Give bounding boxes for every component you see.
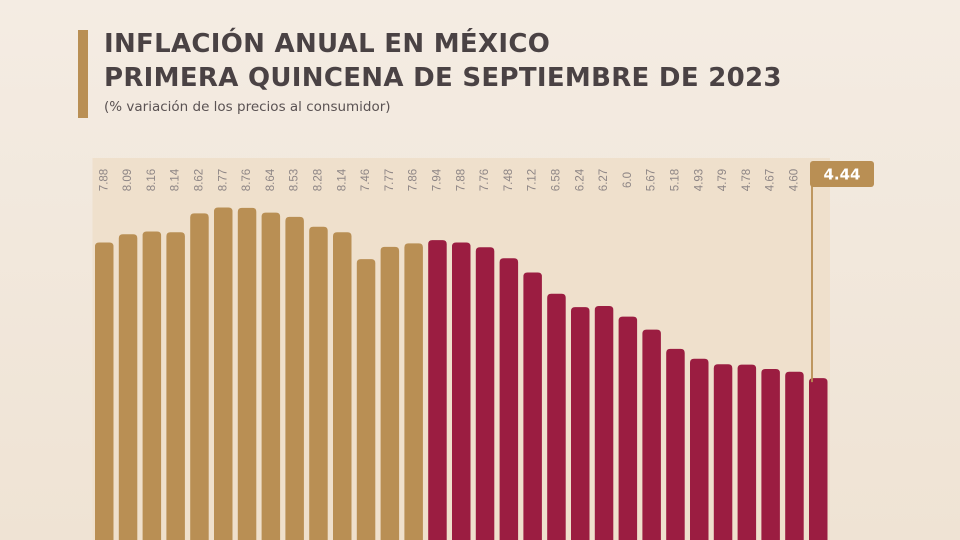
bar-value-label-20: 6.58 xyxy=(550,169,562,191)
bar-31 xyxy=(809,378,828,540)
bar-value-label-10: 8.28 xyxy=(312,169,324,191)
bar-16 xyxy=(452,242,471,540)
bar-18 xyxy=(499,258,519,540)
bar-value-label-29: 4.67 xyxy=(765,169,777,191)
bar-value-label-14: 7.86 xyxy=(408,169,420,191)
bar-17 xyxy=(475,247,495,540)
bar-value-label-22: 6.27 xyxy=(598,169,610,191)
bar-value-label-8: 8.64 xyxy=(265,168,277,191)
bar-26 xyxy=(690,358,709,540)
bar-4 xyxy=(166,232,185,540)
bar-value-label-11: 8.14 xyxy=(336,168,348,191)
bar-3 xyxy=(142,231,162,540)
bar-value-label-19: 7.12 xyxy=(527,169,539,191)
bar-7 xyxy=(237,207,257,540)
bar-5 xyxy=(190,213,209,540)
bar-14 xyxy=(404,243,423,540)
bar-value-label-24: 5.67 xyxy=(646,169,658,191)
bar-28 xyxy=(737,364,757,540)
bar-9 xyxy=(285,216,304,540)
callout-value-label: 4.44 xyxy=(823,166,860,184)
bar-value-label-27: 4.79 xyxy=(717,169,729,191)
bar-12 xyxy=(356,259,376,540)
chart-title-line-1: INFLACIÓN ANUAL EN MÉXICO xyxy=(104,29,551,59)
bar-8 xyxy=(261,212,281,540)
bar-25 xyxy=(666,348,685,540)
bar-value-label-6: 8.77 xyxy=(217,169,229,191)
bar-value-label-28: 4.78 xyxy=(741,169,753,191)
bar-2 xyxy=(118,234,138,540)
callout-box xyxy=(810,161,874,187)
bar-value-label-9: 8.53 xyxy=(289,169,301,191)
bar-value-label-5: 8.62 xyxy=(193,169,205,191)
bar-30 xyxy=(785,371,804,540)
bar-value-label-23: 6.0 xyxy=(622,172,634,188)
title-accent-bar xyxy=(78,30,88,118)
bar-20 xyxy=(547,293,566,540)
bar-value-label-26: 4.93 xyxy=(693,169,705,191)
bar-11 xyxy=(333,232,352,540)
bar-value-label-16: 7.88 xyxy=(455,169,467,191)
bar-29 xyxy=(761,369,780,540)
bar-15 xyxy=(428,240,447,540)
bar-1 xyxy=(95,242,114,540)
bar-24 xyxy=(642,329,661,540)
bar-value-label-17: 7.76 xyxy=(479,169,491,191)
bar-value-label-1: 7.88 xyxy=(98,169,110,191)
bar-13 xyxy=(380,246,400,540)
bar-value-label-12: 7.46 xyxy=(360,169,372,191)
bar-22 xyxy=(594,305,614,540)
bar-value-label-2: 8.09 xyxy=(122,169,134,191)
title-block: INFLACIÓN ANUAL EN MÉXICO PRIMERA QUINCE… xyxy=(104,27,782,115)
bar-27 xyxy=(713,364,733,540)
bar-10 xyxy=(309,226,328,540)
bar-23 xyxy=(618,316,638,540)
bar-value-label-4: 8.14 xyxy=(170,168,182,191)
bar-value-label-25: 5.18 xyxy=(669,169,681,191)
bar-value-label-18: 7.48 xyxy=(503,169,515,191)
bar-value-label-30: 4.60 xyxy=(788,169,800,191)
bar-21 xyxy=(571,307,590,540)
bar-value-label-21: 6.24 xyxy=(574,168,586,191)
bar-value-label-15: 7.94 xyxy=(431,168,443,191)
bar-value-label-7: 8.76 xyxy=(241,169,253,191)
bar-value-label-3: 8.16 xyxy=(146,169,158,191)
bar-19 xyxy=(523,272,542,540)
chart-subtitle: (% variación de los precios al consumido… xyxy=(104,99,391,115)
chart-title-line-2: PRIMERA QUINCENA DE SEPTIEMBRE DE 2023 xyxy=(104,63,782,93)
bar-value-label-13: 7.77 xyxy=(384,169,396,191)
bar-6 xyxy=(214,207,233,540)
